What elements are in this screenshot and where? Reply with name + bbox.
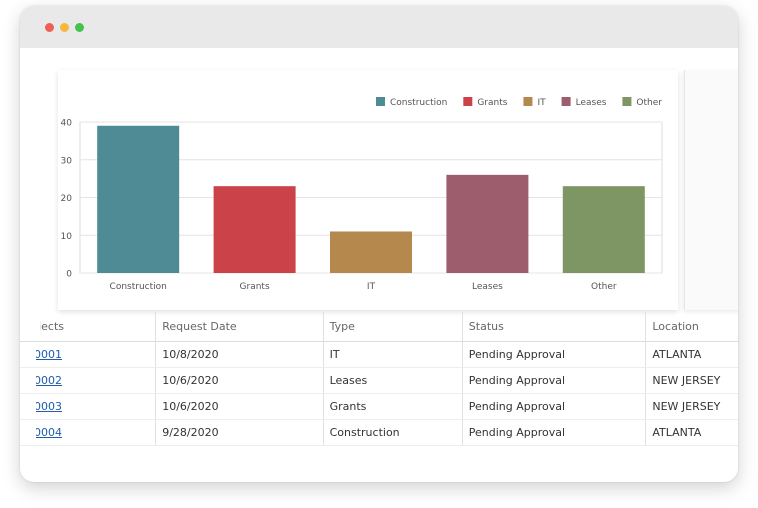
maximize-window-button[interactable] (75, 23, 84, 32)
x-tick-label: Other (591, 282, 617, 292)
legend-swatch (622, 97, 632, 106)
legend-item-other[interactable]: Other (636, 98, 662, 108)
x-tick-label: Grants (240, 282, 270, 292)
table-row: 00003 10/6/2020 Grants Pending Approval … (20, 393, 738, 420)
location-cell: NEW JERSEY (645, 393, 738, 420)
legend-item-leases[interactable]: Leases (576, 98, 607, 108)
column-header-type[interactable]: Type (323, 312, 463, 342)
location-cell: ATLANTA (645, 419, 738, 446)
project-cell: 00002 (20, 367, 157, 394)
table-row: 00004 9/28/2020 Construction Pending App… (20, 419, 738, 446)
column-header-location[interactable]: Location (645, 312, 738, 342)
project-cell: 00003 (20, 393, 157, 420)
column-header-projects[interactable]: Projects (20, 312, 157, 342)
app-window: 0 10 20 30 40 Construction Grants IT Leases Other… (20, 6, 738, 482)
legend-swatch (376, 97, 385, 106)
status-cell: Pending Approval (462, 393, 647, 420)
bar-grants[interactable] (213, 186, 296, 273)
request-date-cell: 10/6/2020 (155, 393, 324, 420)
project-cell: 00004 (20, 419, 157, 446)
main-content: 0 10 20 30 40 Construction Grants IT Leases Other… (20, 48, 738, 482)
x-tick-label: Leases (472, 282, 503, 292)
x-tick-label: Construction (110, 282, 167, 292)
y-tick-label: 40 (61, 119, 73, 129)
y-tick-label: 20 (61, 194, 73, 204)
bar-it[interactable] (330, 231, 412, 273)
legend-item-construction[interactable]: Construction (390, 98, 447, 108)
table-header-row: Projects Request Date Type Status Locati… (20, 312, 738, 342)
status-cell: Pending Approval (462, 367, 647, 394)
chart-panel: 0 10 20 30 40 Construction Grants IT Leases Other… (58, 70, 678, 310)
bar-other[interactable] (562, 186, 645, 273)
status-cell: Pending Approval (462, 341, 647, 368)
bar-leases[interactable] (446, 174, 529, 273)
type-cell: Grants (323, 393, 463, 420)
request-date-cell: 9/28/2020 (155, 419, 324, 446)
minimize-window-button[interactable] (60, 23, 69, 32)
status-cell: Pending Approval (462, 419, 647, 446)
y-tick-label: 30 (61, 156, 73, 166)
location-cell: ATLANTA (645, 341, 738, 368)
type-cell: Construction (323, 419, 463, 446)
table-row: 00001 10/8/2020 IT Pending Approval ATLA… (20, 341, 738, 368)
table-row: 00002 10/6/2020 Leases Pending Approval … (20, 367, 738, 394)
bar-construction[interactable] (97, 125, 180, 274)
type-cell: IT (323, 341, 463, 368)
side-panel (684, 70, 738, 310)
y-tick-label: 0 (66, 270, 72, 280)
bar-chart: 0 10 20 30 40 Construction Grants IT Leases Other… (61, 97, 663, 292)
type-cell: Leases (323, 367, 463, 394)
projects-header-label: Projects (40, 320, 64, 333)
column-header-status[interactable]: Status (462, 312, 647, 342)
requests-table: Projects Request Date Type Status Locati… (20, 312, 738, 446)
request-date-cell: 10/6/2020 (155, 367, 324, 394)
project-link[interactable]: 00002 (36, 374, 62, 387)
request-date-cell: 10/8/2020 (155, 341, 324, 368)
project-cell: 00001 (20, 341, 157, 368)
column-header-request-date[interactable]: Request Date (155, 312, 324, 342)
x-tick-label: IT (367, 282, 376, 292)
y-tick-label: 10 (61, 232, 73, 242)
window-titlebar (20, 6, 738, 48)
legend-swatch (561, 97, 571, 106)
project-link[interactable]: 00001 (36, 348, 62, 361)
location-cell: NEW JERSEY (645, 367, 738, 394)
project-link[interactable]: 00003 (36, 400, 62, 413)
legend-item-grants[interactable]: Grants (477, 98, 507, 108)
legend-item-it[interactable]: IT (537, 98, 546, 108)
legend-swatch (463, 97, 473, 106)
close-window-button[interactable] (45, 23, 54, 32)
legend-swatch (523, 97, 533, 106)
project-link[interactable]: 00004 (36, 426, 62, 439)
